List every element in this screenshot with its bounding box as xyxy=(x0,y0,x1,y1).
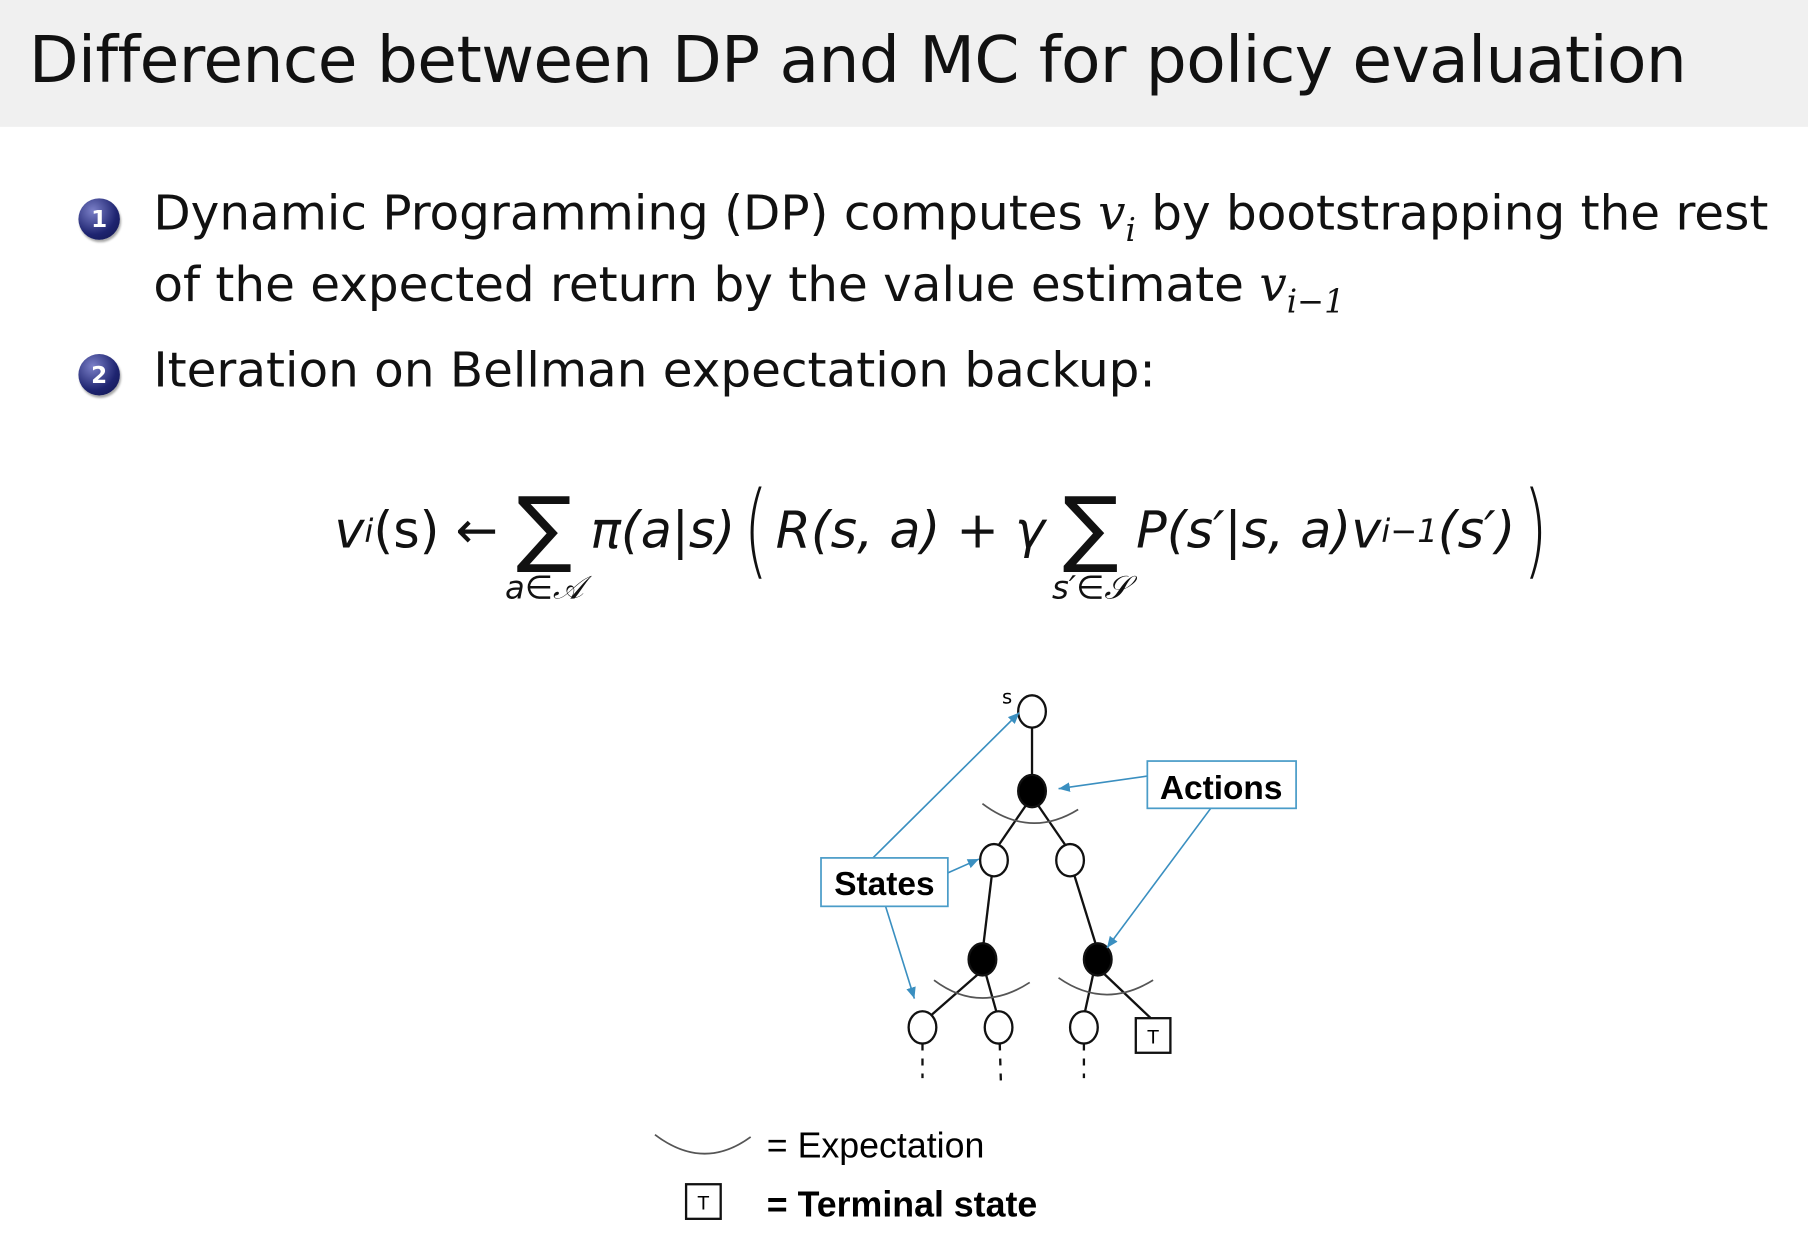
text: Dynamic Programming (DP) computes xyxy=(153,184,1099,241)
terminal-label: T xyxy=(1146,1028,1159,1049)
states-label: States xyxy=(834,866,934,903)
terminal-legend-glyph: T xyxy=(697,1194,710,1215)
big-paren: ) xyxy=(1523,469,1548,591)
state-node xyxy=(1068,1010,1099,1045)
formula-lhs-arg: (s) ← xyxy=(373,501,499,560)
state-node xyxy=(1017,694,1048,729)
sum-index: s′∈𝒮 xyxy=(1051,568,1130,607)
state-node xyxy=(907,1010,938,1045)
sum-index: a∈𝒜 xyxy=(504,568,584,607)
action-node xyxy=(1017,773,1048,809)
label-arrows xyxy=(872,712,1212,999)
big-paren: ( xyxy=(743,469,768,591)
formula-v-arg: (s′) xyxy=(1437,501,1516,560)
math-v: v xyxy=(1259,255,1287,313)
sum-over-actions: ∑ a∈𝒜 xyxy=(505,485,583,607)
legend-terminal-state: = Terminal state xyxy=(767,1185,1037,1225)
continuation-dashes xyxy=(921,1043,1086,1082)
terminal-state-node xyxy=(1134,1017,1172,1054)
formula-lhs: v xyxy=(334,501,365,560)
expectation-arcs xyxy=(933,803,1154,999)
math-v: v xyxy=(1098,184,1126,241)
actions-label-box xyxy=(1146,760,1297,810)
math-sub: i−1 xyxy=(1286,282,1345,321)
expectation-legend-arc xyxy=(654,1133,752,1155)
bullet-number-1: 1 xyxy=(78,198,120,240)
sum-over-states: ∑ s′∈𝒮 xyxy=(1052,485,1129,607)
formula-sub: i xyxy=(364,511,374,550)
formula-sub: i−1 xyxy=(1381,511,1438,550)
states-label-box xyxy=(820,857,949,908)
sigma: ∑ xyxy=(516,478,573,576)
slide-header: Difference between DP and MC for policy … xyxy=(0,0,1808,127)
terminal-legend-box xyxy=(684,1183,722,1220)
formula-transition: P(s′|s, a)v xyxy=(1136,501,1382,560)
text: of the expected return by the value esti… xyxy=(153,255,1260,313)
sigma: ∑ xyxy=(1062,478,1119,576)
state-node xyxy=(1055,842,1086,878)
text: by bootstrapping the rest xyxy=(1135,184,1769,241)
bullet-1-line-2: of the expected return by the value esti… xyxy=(153,256,1344,321)
state-node xyxy=(978,842,1009,878)
root-state-label: s xyxy=(1002,685,1012,708)
bullet-2-text: Iteration on Bellman expectation backup: xyxy=(153,341,1156,398)
action-node xyxy=(1082,942,1113,977)
bullet-number-2: 2 xyxy=(78,354,120,396)
bullet-1-line-1: Dynamic Programming (DP) computes vi by … xyxy=(153,184,1768,249)
slide-title: Difference between DP and MC for policy … xyxy=(28,23,1687,99)
state-node xyxy=(983,1010,1014,1045)
formula-reward: R(s, a) + γ xyxy=(775,501,1046,560)
action-node xyxy=(967,942,998,977)
formula-policy: π(a|s) xyxy=(590,501,736,560)
legend-expectation: = Expectation xyxy=(767,1126,985,1166)
bellman-equation: v i (s) ← ∑ a∈𝒜 π(a|s) ( R(s, a) + γ ∑ s′∈𝒮 … xyxy=(334,455,1555,607)
math-sub: i xyxy=(1125,211,1136,250)
actions-label: Actions xyxy=(1160,770,1283,807)
tree-edges xyxy=(930,727,1152,1020)
tree-nodes xyxy=(907,694,1172,1054)
